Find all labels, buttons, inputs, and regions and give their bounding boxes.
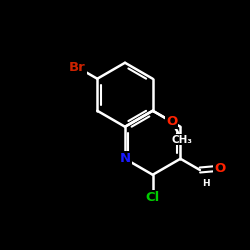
Text: O: O (166, 115, 177, 128)
Text: CH₃: CH₃ (172, 134, 192, 144)
Text: Cl: Cl (146, 191, 160, 204)
Text: Br: Br (69, 61, 86, 74)
Text: H: H (202, 179, 210, 188)
Text: O: O (214, 162, 226, 175)
Text: N: N (120, 152, 130, 165)
